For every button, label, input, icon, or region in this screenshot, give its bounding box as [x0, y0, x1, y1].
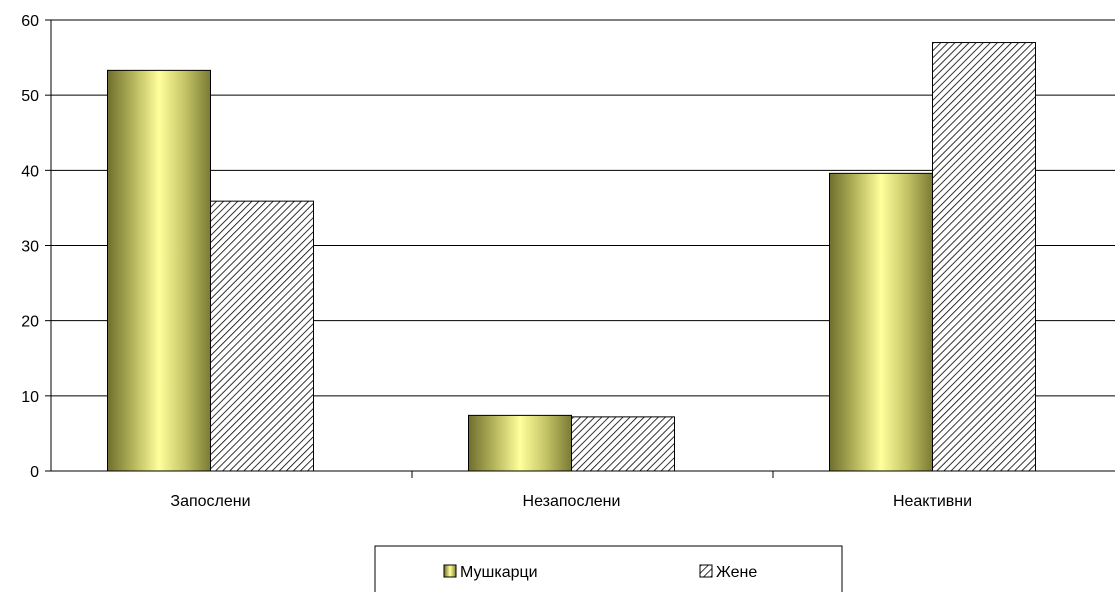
y-tick-label: 30: [21, 239, 39, 256]
x-tick-label: Незапослени: [523, 493, 621, 510]
x-tick-label: Запослени: [170, 493, 250, 510]
bar-women-1: [571, 416, 675, 472]
y-tick-label: 10: [21, 389, 39, 406]
legend-label-men: Мушкарци: [460, 564, 538, 581]
bar-women-2: [932, 42, 1036, 472]
bar-men-0: [107, 69, 211, 472]
axis-labels: 0 10 20 30 40 50 60 Запослени Незапослени Неактив…: [21, 13, 972, 510]
bar-women-0: [210, 200, 314, 472]
y-tick-label: 60: [21, 13, 39, 30]
y-tick-label: 50: [21, 88, 39, 105]
bar-men-1: [468, 414, 572, 472]
legend: Мушкарци Жене: [374, 545, 843, 592]
y-tick-label: 0: [30, 464, 39, 481]
x-tick-label: Неактивни: [893, 493, 972, 510]
legend-swatch-men: [443, 564, 457, 578]
legend-label-women: Жене: [716, 564, 757, 581]
legend-swatch-women: [699, 564, 713, 578]
y-tick-label: 20: [21, 314, 39, 331]
bars: [107, 42, 1036, 472]
y-tick-label: 40: [21, 163, 39, 180]
bar-men-2: [829, 172, 933, 472]
